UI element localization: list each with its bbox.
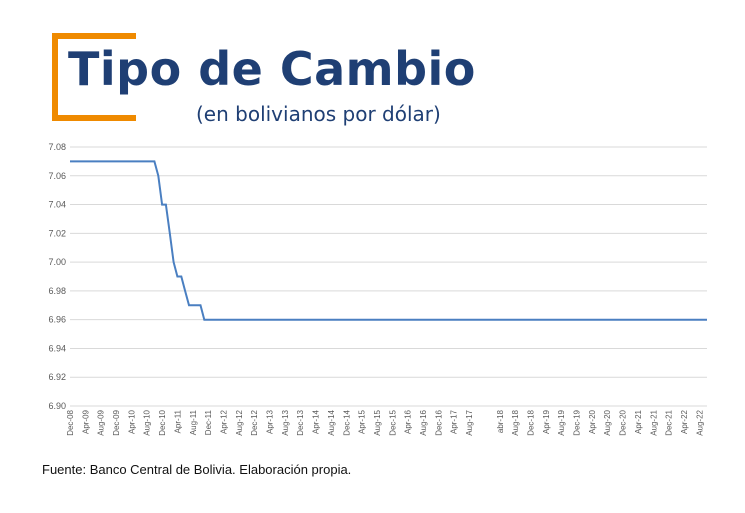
x-tick-labels: Dec-08 Apr-09 Aug-09 Dec-09 Apr-10 Aug-10 Dec-… bbox=[66, 409, 704, 435]
y-tick-label: 7.04 bbox=[48, 200, 66, 210]
x-tick-label: Aug-18 bbox=[511, 409, 520, 435]
x-tick-label: Aug-16 bbox=[419, 409, 428, 435]
x-tick-label: abr-18 bbox=[496, 409, 505, 433]
source-note: Fuente: Banco Central de Bolivia. Elabor… bbox=[42, 462, 352, 477]
logo-bracket bbox=[52, 33, 136, 121]
x-tick-label: Dec-12 bbox=[250, 409, 259, 435]
y-tick-label: 7.00 bbox=[48, 257, 66, 267]
x-tick-label: Apr-22 bbox=[680, 409, 689, 434]
x-tick-label: Apr-10 bbox=[127, 409, 136, 434]
x-tick-label: Aug-22 bbox=[695, 409, 704, 435]
x-tick-label: Dec-19 bbox=[573, 409, 582, 435]
x-tick-label: Dec-16 bbox=[434, 409, 443, 435]
x-tick-label: Apr-16 bbox=[404, 409, 413, 434]
chart-subtitle: (en bolivianos por dólar) bbox=[196, 102, 441, 126]
y-tick-label: 7.06 bbox=[48, 171, 66, 181]
x-tick-label: Apr-12 bbox=[219, 409, 228, 434]
x-tick-label: Aug-11 bbox=[189, 409, 198, 435]
y-tick-label: 7.02 bbox=[48, 228, 66, 238]
x-tick-label: Dec-20 bbox=[619, 409, 628, 435]
x-tick-label: Dec-10 bbox=[158, 409, 167, 435]
x-tick-label: Dec-09 bbox=[112, 409, 121, 435]
x-tick-label: Apr-20 bbox=[588, 409, 597, 434]
x-tick-label: Dec-14 bbox=[342, 409, 351, 435]
x-tick-label: Apr-15 bbox=[358, 409, 367, 434]
y-tick-label: 6.96 bbox=[48, 315, 66, 325]
y-tick-label: 6.94 bbox=[48, 343, 66, 353]
x-tick-label: Dec-18 bbox=[526, 409, 535, 435]
x-tick-label: Dec-08 bbox=[66, 409, 75, 435]
x-tick-label: Aug-19 bbox=[557, 409, 566, 435]
y-tick-labels: 7.08 7.06 7.04 7.02 7.00 6.98 6.96 6.94 6.92 6.90 bbox=[48, 142, 66, 411]
x-tick-label: Apr-09 bbox=[81, 409, 90, 434]
grid-lines bbox=[70, 146, 707, 407]
x-tick-label: Apr-21 bbox=[634, 409, 643, 434]
x-tick-label: Apr-19 bbox=[542, 409, 551, 434]
x-tick-label: Aug-12 bbox=[235, 409, 244, 435]
x-tick-label: Aug-20 bbox=[603, 409, 612, 435]
x-tick-label: Apr-14 bbox=[312, 409, 321, 434]
x-tick-label: Aug-14 bbox=[327, 409, 336, 435]
y-tick-label: 7.08 bbox=[48, 142, 66, 152]
x-tick-label: Aug-15 bbox=[373, 409, 382, 435]
x-tick-label: Aug-10 bbox=[143, 409, 152, 435]
series-line-exchange-rate bbox=[70, 160, 707, 321]
x-tick-label: Aug-17 bbox=[465, 409, 474, 435]
x-tick-label: Apr-11 bbox=[173, 409, 182, 433]
x-tick-label: Dec-15 bbox=[388, 409, 397, 435]
x-tick-label: Aug-13 bbox=[281, 409, 290, 435]
exchange-rate-chart: 7.08 7.06 7.04 7.02 7.00 6.98 6.96 6.94 6.92 6.90… bbox=[48, 142, 707, 436]
x-tick-label: Aug-09 bbox=[97, 409, 106, 435]
x-tick-label: Dec-13 bbox=[296, 409, 305, 435]
y-tick-label: 6.92 bbox=[48, 372, 66, 382]
x-tick-label: Dec-21 bbox=[665, 409, 674, 435]
y-tick-label: 6.90 bbox=[48, 401, 66, 411]
chart-title: Tipo de Cambio bbox=[68, 42, 476, 96]
x-tick-label: Apr-17 bbox=[450, 409, 459, 434]
x-tick-label: Apr-13 bbox=[266, 409, 275, 434]
y-tick-label: 6.98 bbox=[48, 286, 66, 296]
x-tick-label: Dec-11 bbox=[204, 409, 213, 435]
x-tick-label: Aug-21 bbox=[649, 409, 658, 435]
